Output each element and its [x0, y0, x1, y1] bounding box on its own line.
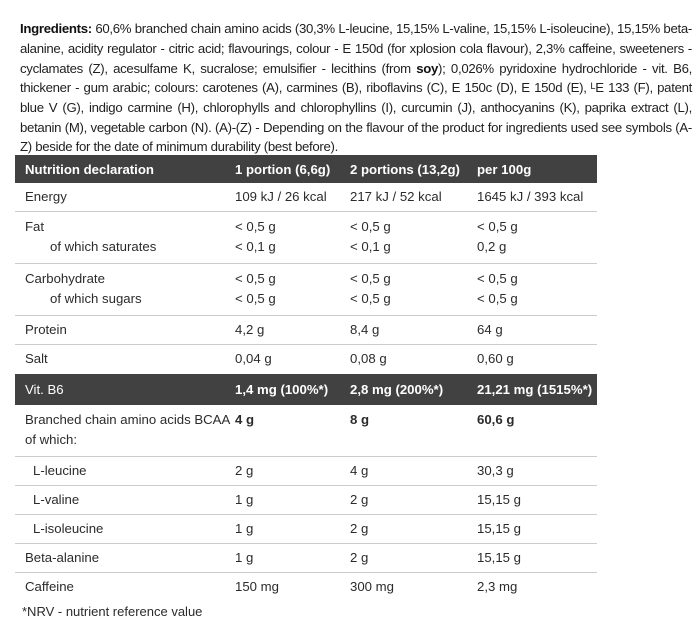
row-value: 2 g	[350, 492, 369, 507]
row-sub-label: of which:	[25, 432, 78, 447]
row-value: 300 mg	[350, 579, 394, 594]
table-row-energy: Energy 109 kJ / 26 kcal 217 kJ / 52 kcal…	[15, 183, 597, 212]
row-sub-value: < 0,5 g	[235, 291, 276, 306]
row-label: Energy	[25, 189, 67, 204]
row-value: 15,15 g	[477, 492, 521, 507]
row-value: 1645 kJ / 393 kcal	[477, 189, 584, 204]
table-row-fat: Fat of which saturates < 0,5 g < 0,1 g <…	[15, 212, 597, 264]
row-value: < 0,5 g	[350, 219, 391, 234]
row-value: 15,15 g	[477, 550, 521, 565]
row-value: 1,4 mg (100%*)	[235, 382, 329, 397]
row-label: Carbohydrate	[25, 271, 105, 286]
row-value: < 0,5 g	[235, 271, 276, 286]
row-label: Protein	[25, 322, 67, 337]
header-nutrition-declaration: Nutrition declaration	[25, 161, 154, 177]
ingredients-soy-bold: soy	[416, 60, 439, 76]
row-value: < 0,5 g	[477, 219, 518, 234]
row-value: 0,08 g	[350, 351, 387, 366]
table-row-caffeine: Caffeine 150 mg 300 mg 2,3 mg	[15, 573, 597, 601]
row-label: Fat	[25, 219, 45, 234]
header-1-portion: 1 portion (6,6g)	[235, 161, 331, 177]
row-value: 1 g	[235, 550, 254, 565]
row-value: 15,15 g	[477, 521, 521, 536]
row-value: < 0,5 g	[477, 271, 518, 286]
row-value: 150 mg	[235, 579, 279, 594]
row-value: 2 g	[350, 521, 369, 536]
header-per-100g: per 100g	[477, 161, 532, 177]
row-value: 2,8 mg (200%*)	[350, 382, 444, 397]
row-value: 64 g	[477, 322, 503, 337]
ingredients-paragraph: Ingredients: 60,6% branched chain amino …	[20, 19, 692, 157]
row-sub-value: 0,2 g	[477, 239, 507, 254]
table-row-l-leucine: L-leucine 2 g 4 g 30,3 g	[15, 457, 597, 486]
row-value: 4 g	[235, 412, 255, 427]
row-sub-label: of which sugars	[50, 291, 142, 306]
table-row-vit-b6: Vit. B6 1,4 mg (100%*) 2,8 mg (200%*) 21…	[15, 374, 597, 405]
row-value: 0,04 g	[235, 351, 272, 366]
row-sub-value: < 0,1 g	[235, 239, 276, 254]
row-value: 4 g	[350, 463, 369, 478]
table-row-l-isoleucine: L-isoleucine 1 g 2 g 15,15 g	[15, 515, 597, 544]
ingredients-text-1: 60,6% branched chain amino acids (30,3% …	[20, 21, 692, 76]
row-value: 1 g	[235, 492, 254, 507]
row-value: 2 g	[235, 463, 254, 478]
ingredients-text-2: ); 0,026% pyridoxine hydrochloride - vit…	[20, 60, 692, 155]
row-label: Branched chain amino acids BCAA	[25, 412, 231, 427]
row-label: Salt	[25, 351, 48, 366]
ingredients-label: Ingredients:	[20, 21, 92, 37]
row-value: 21,21 mg (1515%*)	[477, 382, 593, 397]
row-label: Beta-alanine	[25, 550, 100, 565]
nutrition-table: Nutrition declaration 1 portion (6,6g) 2…	[15, 155, 597, 601]
table-row-protein: Protein 4,2 g 8,4 g 64 g	[15, 316, 597, 345]
row-sub-label: of which saturates	[50, 239, 157, 254]
table-row-salt: Salt 0,04 g 0,08 g 0,60 g	[15, 345, 597, 373]
nrv-footnote: *NRV - nutrient reference value	[22, 604, 203, 619]
table-row-l-valine: L-valine 1 g 2 g 15,15 g	[15, 486, 597, 515]
row-value: 8 g	[350, 412, 370, 427]
row-value: 8,4 g	[350, 322, 380, 337]
row-value: < 0,5 g	[350, 271, 391, 286]
row-value: 4,2 g	[235, 322, 265, 337]
row-value: 109 kJ / 26 kcal	[235, 189, 327, 204]
row-label: L-valine	[33, 492, 80, 507]
row-sub-value: < 0,5 g	[477, 291, 518, 306]
row-sub-value: < 0,1 g	[350, 239, 391, 254]
row-value: 60,6 g	[477, 412, 515, 427]
row-value: 2 g	[350, 550, 369, 565]
table-row-carbohydrate: Carbohydrate of which sugars < 0,5 g < 0…	[15, 264, 597, 316]
row-label: Vit. B6	[25, 382, 64, 397]
row-label: L-isoleucine	[33, 521, 104, 536]
row-sub-value: < 0,5 g	[350, 291, 391, 306]
row-value: 217 kJ / 52 kcal	[350, 189, 442, 204]
table-row-beta-alanine: Beta-alanine 1 g 2 g 15,15 g	[15, 544, 597, 573]
row-label: L-leucine	[33, 463, 87, 478]
row-value: 30,3 g	[477, 463, 514, 478]
row-value: < 0,5 g	[235, 219, 276, 234]
row-value: 2,3 mg	[477, 579, 518, 594]
row-value: 0,60 g	[477, 351, 514, 366]
table-row-bcaa: Branched chain amino acids BCAA of which…	[15, 405, 597, 457]
row-value: 1 g	[235, 521, 254, 536]
row-label: Caffeine	[25, 579, 74, 594]
header-2-portions: 2 portions (13,2g)	[350, 161, 460, 177]
table-header-row: Nutrition declaration 1 portion (6,6g) 2…	[15, 155, 597, 183]
